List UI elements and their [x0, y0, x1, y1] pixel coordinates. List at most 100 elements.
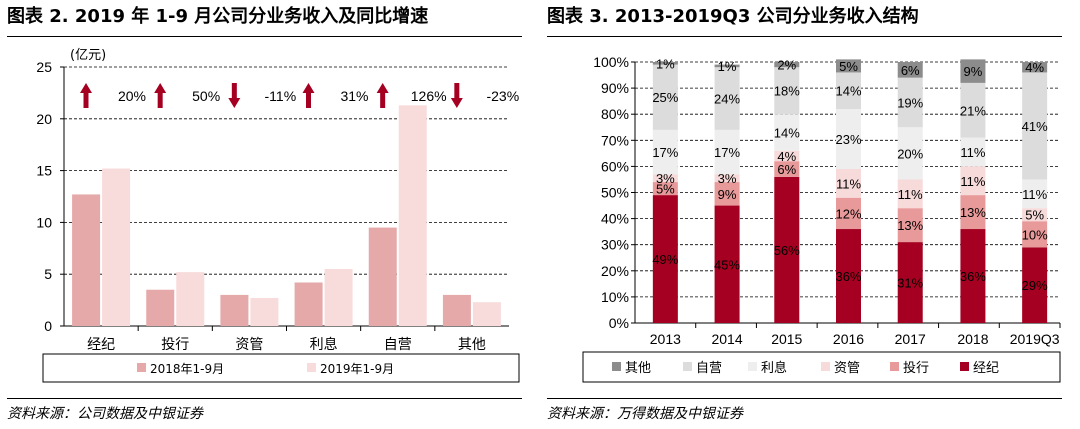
stack-segment [714, 64, 740, 68]
up-arrow-icon [302, 83, 315, 108]
legend-label: 利息 [761, 360, 787, 376]
segment-label: 9% [964, 64, 983, 79]
segment-label: 1% [718, 59, 737, 74]
legend-swatch [890, 362, 899, 371]
legend-swatch [137, 363, 146, 372]
segment-label: 5% [839, 59, 858, 74]
legend-label: 自营 [696, 361, 722, 376]
segment-label: 11% [960, 145, 985, 160]
left-chart-title: 图表 2. 2019 年 1-9 月公司分业务收入及同比增速 [7, 6, 429, 27]
segment-label: 3% [656, 171, 675, 186]
y-tick-label: 0% [609, 315, 629, 331]
left-chart-panel: 图表 2. 2019 年 1-9 月公司分业务收入及同比增速 0 5 10 15 20 2… [7, 0, 529, 429]
stack-segment [774, 161, 800, 177]
x-tick-label: 投行 [161, 337, 189, 353]
segment-label: 11% [1022, 187, 1047, 202]
right-chart-panel: 图表 3. 2013-2019Q3 公司分业务收入结构 0% 10% 20% 30% 4… [547, 0, 1069, 429]
stack-segment [960, 166, 986, 196]
segment-label: 24% [714, 92, 740, 107]
stack-segment [836, 197, 861, 230]
y-tick-label: 20% [601, 263, 629, 279]
legend-label: 其他 [625, 361, 651, 376]
segment-label: 19% [897, 95, 923, 110]
segment-label: 12% [835, 206, 861, 221]
right-chart-title: 图表 3. 2013-2019Q3 公司分业务收入结构 [547, 6, 919, 27]
x-tick-label: 经纪 [87, 337, 115, 353]
stack-segment [960, 59, 986, 83]
growth-label: 20% [118, 88, 146, 104]
stack-segment [714, 129, 740, 175]
y-tick-label: 100% [593, 54, 629, 70]
segment-label: 14% [835, 84, 861, 99]
stack-segment [774, 67, 800, 115]
stack-segment [897, 242, 923, 323]
segment-label: 2% [777, 58, 796, 73]
stack-segment [652, 174, 678, 183]
left-source-note: 资料来源：公司数据及中银证券 [7, 406, 203, 422]
stack-segment [836, 59, 861, 73]
segment-label: 56% [774, 243, 800, 258]
stack-segment [714, 67, 740, 130]
segment-label: 14% [774, 125, 800, 140]
legend-box [42, 353, 520, 383]
stack-segment [897, 77, 923, 128]
stack-segment [774, 62, 800, 68]
stack-segment [897, 62, 923, 78]
x-tick-label: 资管 [235, 337, 263, 353]
growth-label: 126% [411, 88, 447, 104]
legend-swatch [748, 362, 757, 371]
stack-segment [652, 195, 678, 323]
right-source-note: 资料来源：万得数据及中银证券 [547, 406, 743, 422]
y-tick-label: 25 [36, 59, 52, 75]
growth-label: 50% [192, 88, 220, 104]
legend-label: 2019年1-9月 [320, 362, 394, 376]
bar [324, 269, 353, 326]
segment-label: 29% [1022, 278, 1048, 293]
stack-segment [836, 108, 861, 170]
stack-segment [1022, 62, 1048, 73]
segment-label: 5% [1025, 208, 1044, 223]
segment-label: 6% [901, 63, 920, 78]
growth-label: 31% [340, 88, 368, 104]
stack-segment [960, 229, 986, 323]
stack-segment [960, 137, 986, 167]
down-arrow-icon [450, 83, 463, 108]
segment-label: 23% [835, 132, 861, 147]
y-tick-label: 60% [601, 158, 629, 174]
segment-label: 13% [897, 218, 923, 233]
segment-label: 9% [718, 187, 737, 202]
bar [442, 294, 471, 326]
segment-label: 4% [777, 149, 796, 164]
bar [368, 227, 397, 326]
bar [398, 105, 427, 326]
y-tick-label: 70% [601, 132, 629, 148]
x-tick-label: 2019Q3 [1010, 331, 1060, 347]
segment-label: 41% [1022, 119, 1048, 134]
stack-segment [1022, 72, 1048, 180]
legend-swatch [612, 362, 621, 371]
legend-swatch [683, 362, 692, 371]
stack-segment [897, 208, 923, 243]
stack-segment [836, 72, 861, 109]
segment-label: 17% [714, 145, 740, 160]
segment-label: 20% [897, 146, 923, 161]
bar [294, 282, 323, 326]
x-tick-label: 自营 [384, 337, 412, 353]
legend-swatch [821, 362, 830, 371]
y-tick-label: 5 [44, 266, 52, 282]
segment-label: 25% [652, 90, 678, 105]
stack-segment [1022, 179, 1048, 209]
y-tick-label: 10 [36, 214, 52, 230]
bar [220, 294, 249, 326]
stack-segment [652, 62, 678, 65]
stack-segment [836, 229, 861, 323]
stack-segment [960, 195, 986, 230]
x-tick-label: 2015 [771, 331, 802, 347]
bar [250, 298, 279, 326]
segment-label: 11% [836, 176, 861, 191]
bar [472, 302, 501, 326]
legend-label: 资管 [834, 361, 860, 376]
y-tick-label: 10% [601, 289, 629, 305]
up-arrow-icon [80, 83, 92, 108]
x-tick-label: 利息 [310, 336, 338, 353]
